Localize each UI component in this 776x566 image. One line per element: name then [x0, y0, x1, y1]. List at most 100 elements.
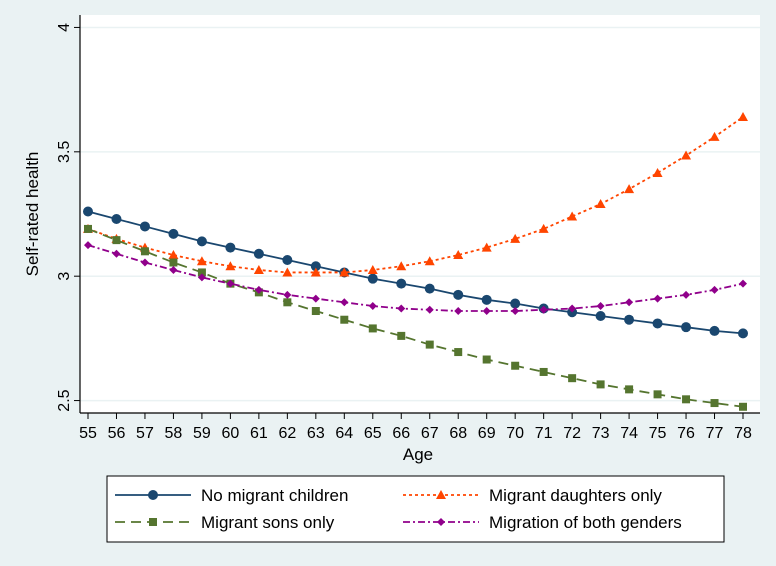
- y-axis-title: Self-rated health: [23, 152, 42, 277]
- data-point: [396, 278, 407, 289]
- data-point: [112, 249, 121, 258]
- legend: No migrant children Migrant daughters onl…: [115, 486, 682, 532]
- data-point: [253, 264, 264, 274]
- data-point: [453, 289, 464, 300]
- data-point: [568, 304, 577, 313]
- data-point: [140, 247, 149, 256]
- plot-area: [80, 15, 760, 413]
- legend-label: Migrant sons only: [201, 513, 335, 532]
- data-point: [453, 250, 464, 260]
- x-tick-label: 76: [677, 425, 695, 442]
- data-point: [254, 285, 263, 294]
- data-point: [368, 302, 377, 311]
- data-point: [738, 111, 748, 121]
- data-point: [652, 167, 663, 177]
- x-tick-label: 55: [79, 425, 97, 442]
- x-tick-label: 78: [734, 425, 752, 442]
- data-point: [226, 279, 235, 288]
- x-tick-label: 60: [221, 425, 239, 442]
- data-point: [253, 248, 264, 259]
- data-point: [368, 324, 377, 333]
- x-tick-label: 61: [250, 425, 268, 442]
- x-tick-label: 59: [193, 425, 211, 442]
- legend-label: Migrant daughters only: [489, 486, 662, 505]
- data-point: [652, 318, 663, 329]
- data-point: [197, 273, 206, 282]
- legend-label: No migrant children: [201, 486, 348, 505]
- data-point: [112, 236, 121, 245]
- data-point: [538, 223, 549, 233]
- data-point: [625, 385, 634, 394]
- data-point: [282, 255, 293, 266]
- data-point: [539, 367, 548, 376]
- x-tick-label: 65: [364, 425, 382, 442]
- data-point: [511, 361, 520, 370]
- y-tick-label: 3: [56, 272, 73, 281]
- x-tick-label: 58: [165, 425, 183, 442]
- x-tick-label: 67: [421, 425, 439, 442]
- data-point: [397, 331, 406, 340]
- data-point: [111, 213, 122, 224]
- x-tick-label: 72: [563, 425, 581, 442]
- data-point: [140, 258, 149, 267]
- series-line: [87, 244, 744, 312]
- x-tick-label: 70: [506, 425, 524, 442]
- data-point: [168, 228, 179, 239]
- data-point: [169, 258, 178, 267]
- x-tick-label: 66: [392, 425, 410, 442]
- data-point: [454, 348, 463, 357]
- data-point: [225, 242, 236, 253]
- x-axis-title: Age: [403, 445, 433, 464]
- data-point: [339, 267, 350, 277]
- x-tick-label: 71: [535, 425, 553, 442]
- data-point: [709, 131, 720, 141]
- y-tick-label: 3.5: [56, 141, 73, 163]
- data-point: [196, 236, 207, 247]
- x-tick-label: 69: [478, 425, 496, 442]
- data-point: [310, 267, 321, 277]
- data-point: [710, 399, 719, 408]
- legend-label: Migration of both genders: [489, 513, 682, 532]
- y-tick-label: 4: [56, 23, 73, 32]
- data-point: [454, 307, 463, 316]
- data-point: [568, 374, 577, 383]
- data-point: [682, 290, 691, 299]
- grid: [80, 26, 760, 402]
- x-tick-label: 75: [649, 425, 667, 442]
- data-point: [710, 285, 719, 294]
- data-point: [681, 322, 692, 333]
- data-point: [397, 304, 406, 313]
- data-point: [436, 490, 446, 499]
- data-point: [310, 261, 321, 272]
- x-tick-label: 74: [620, 425, 638, 442]
- data-point: [425, 340, 434, 349]
- data-point: [482, 355, 491, 364]
- data-point: [225, 261, 236, 271]
- data-point: [282, 267, 293, 277]
- data-point: [653, 390, 662, 399]
- data-point: [511, 307, 520, 316]
- y-axis: 2.5 3 3.5 4: [56, 23, 80, 412]
- data-point: [709, 325, 720, 336]
- series: [83, 111, 748, 411]
- data-point: [624, 314, 635, 325]
- x-tick-label: 62: [278, 425, 296, 442]
- x-tick-label: 68: [449, 425, 467, 442]
- data-point: [738, 328, 748, 339]
- data-point: [283, 290, 292, 299]
- data-point: [481, 242, 492, 252]
- data-point: [596, 302, 605, 311]
- x-tick-label: 64: [335, 425, 353, 442]
- data-point: [311, 307, 320, 316]
- data-point: [149, 518, 157, 526]
- data-point: [168, 250, 179, 260]
- data-point: [84, 224, 92, 233]
- data-point: [283, 298, 292, 307]
- data-point: [148, 490, 158, 500]
- data-point: [437, 518, 445, 526]
- data-point: [197, 268, 206, 277]
- series-line: [87, 116, 744, 274]
- data-point: [367, 273, 378, 284]
- data-point: [739, 279, 747, 288]
- data-point: [653, 294, 662, 303]
